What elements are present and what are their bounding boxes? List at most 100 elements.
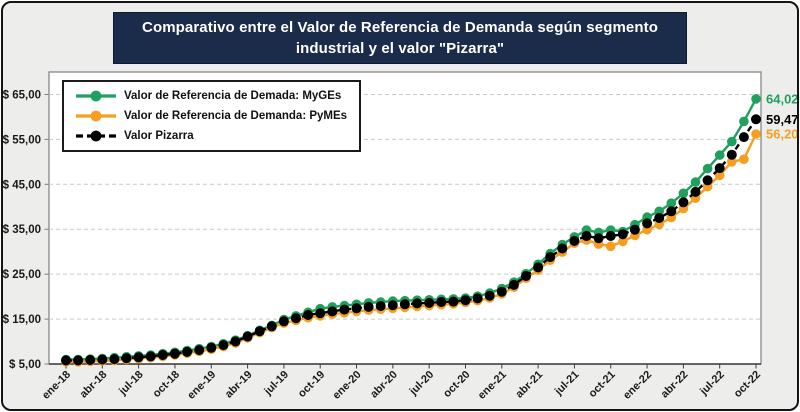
series-marker [109,354,120,365]
series-marker [714,163,725,174]
x-axis-tick-label: abr-18 [78,369,110,401]
x-axis-tick-label: ene-19 [185,369,218,402]
series-marker [145,351,156,362]
series-marker [278,316,289,327]
series-marker [533,262,544,273]
series-marker [133,352,144,363]
legend-label-pizarra: Valor Pizarra [124,130,194,142]
series-marker [230,336,241,347]
series-marker [581,231,592,242]
plot-svg: $ 5,00 $ 15,00 $ 25,00 $ 35,00 $ 45,00 $ 55,0… [3,71,799,402]
series-marker [339,304,350,315]
series-end-label: 56,20 [766,126,799,141]
x-axis-tick-label: jul-20 [407,369,437,399]
legend: Valor de Referencia de Demada: MyGEs Val… [62,80,362,152]
y-axis-tick-label: $ 35,00 [3,224,41,236]
x-axis-tick-label: ene-22 [621,369,654,402]
x-axis-tick-label: jul-18 [116,369,146,399]
chart-title: Comparativo entre el Valor de Referencia… [113,12,687,64]
y-axis-tick-label: $ 45,00 [3,179,41,191]
series-end-label: 64,02 [766,91,799,106]
legend-swatch-pizarra-icon [76,130,116,142]
series-marker [375,300,386,311]
series-marker [472,293,483,304]
series-marker [629,224,640,235]
series-marker [448,296,459,307]
x-axis-tick-label: jul-22 [697,369,727,399]
x-axis-tick-label: oct-20 [441,369,472,400]
series-marker [605,231,616,242]
x-axis-tick-label: abr-20 [368,369,400,401]
series-line-2 [66,118,757,362]
series-marker [169,348,180,359]
series-marker [739,154,749,164]
y-axis-tick-label: $ 65,00 [3,89,41,101]
series-marker [738,132,749,143]
series-marker [569,235,580,246]
series-marker [739,116,749,127]
y-axis-tick-label: $ 55,00 [3,134,41,146]
x-axis-tick-label: ene-18 [40,369,73,402]
legend-item-myges: Valor de Referencia de Demada: MyGEs [74,89,347,103]
series-marker [605,241,616,252]
series-marker [751,129,761,139]
series-marker [157,349,168,360]
series-marker [593,233,604,244]
series-end-label: 59,47 [766,112,799,127]
x-axis-tick-label: oct-19 [296,369,327,400]
series-marker [726,149,737,160]
series-marker [254,326,265,337]
series-marker [85,354,96,365]
series-marker [750,114,761,125]
legend-item-pymes: Valor de Referencia de Demanda: PyMEs [74,109,347,123]
series-marker [73,355,84,366]
legend-swatch-myges-icon [76,90,116,102]
series-marker [242,331,253,342]
series-marker [557,243,568,254]
series-marker [678,197,689,208]
legend-label-pymes: Valor de Referencia de Demanda: PyMEs [124,110,348,122]
series-marker [545,252,556,263]
series-marker [690,186,701,197]
series-marker [436,296,447,307]
x-axis-tick-label: jul-21 [552,369,582,399]
series-marker [182,346,193,357]
series-marker [206,342,217,353]
series-marker [315,308,326,319]
x-axis-tick-label: ene-20 [331,369,364,402]
x-axis-tick-label: oct-18 [151,369,182,400]
series-marker [194,345,205,356]
x-axis-tick-label: abr-19 [223,369,255,401]
series-marker [351,303,362,314]
legend-swatch-pymes-icon [76,110,116,122]
y-axis-tick-label: $ 5,00 [9,359,41,371]
series-line-0 [66,98,758,361]
series-marker [60,355,71,366]
series-marker [678,188,689,199]
series-marker [412,298,423,309]
series-line-1 [66,133,758,363]
x-axis-tick-label: abr-21 [513,369,545,401]
series-marker [460,295,471,306]
series-marker [702,163,713,174]
series-marker [121,353,132,364]
series-marker [399,299,410,310]
series-marker [327,306,338,317]
series-marker [218,340,229,351]
series-marker [363,301,374,312]
x-axis-tick-label: abr-22 [659,369,691,401]
x-axis-tick-label: jul-19 [262,369,292,399]
legend-item-pizarra: Valor Pizarra [74,129,347,143]
series-marker [666,206,677,217]
legend-label-myges: Valor de Referencia de Demada: MyGEs [124,90,342,102]
series-marker [714,150,725,160]
series-marker [642,218,653,229]
series-marker [617,229,628,240]
x-axis-tick-label: oct-22 [732,369,763,400]
series-marker [751,94,761,104]
series-marker [387,300,398,311]
series-marker [266,321,277,332]
series-marker [654,213,665,224]
series-marker [484,290,495,301]
series-marker [303,309,314,320]
